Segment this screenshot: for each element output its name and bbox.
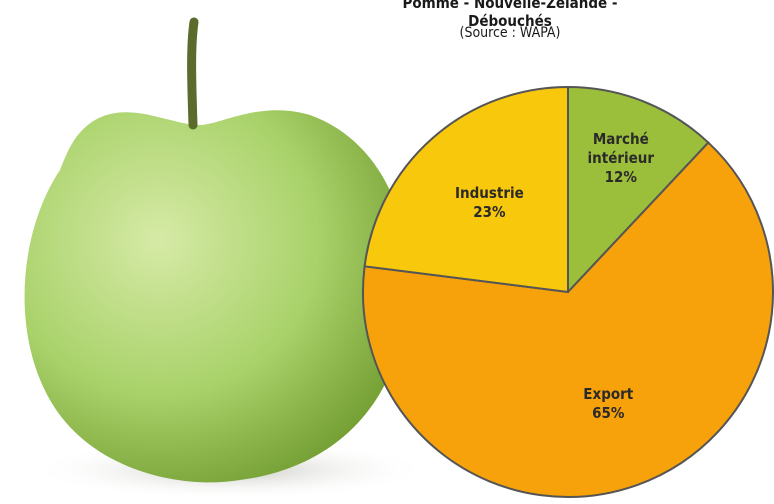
chart-subtitle: (Source : WAPA): [459, 25, 561, 41]
pie: [362, 85, 774, 498]
slice-label: Industrie 23%: [444, 184, 534, 222]
pie-slice: [362, 141, 774, 498]
slice-name: Marché intérieur: [587, 130, 655, 168]
slice-value: 23%: [473, 202, 506, 221]
slice-label: Marché intérieur 12%: [576, 130, 666, 187]
slice-name: Industrie: [454, 183, 524, 202]
slice-name: Export: [583, 384, 634, 403]
pie-slice: [363, 85, 569, 294]
apple-stem: [187, 17, 199, 130]
pie-slice: [567, 85, 710, 295]
chart-title: Pomme - Nouvelle-Zélande - Débouchés: [402, 0, 618, 30]
apple: [24, 110, 409, 483]
slice-value: 65%: [592, 403, 625, 422]
slice-value: 12%: [604, 168, 637, 187]
slice-label: Export 65%: [563, 385, 653, 423]
